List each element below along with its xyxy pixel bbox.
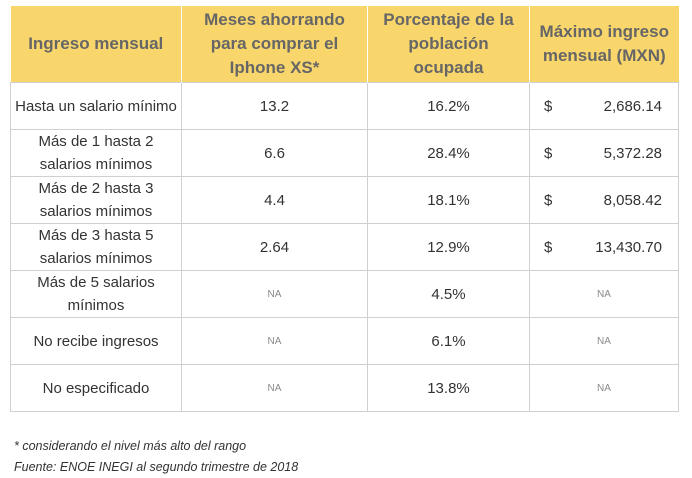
table-row: Más de 2 hasta 3 salarios mínimos 4.4 18… bbox=[10, 176, 679, 224]
maximo-value: 13,430.70 bbox=[595, 238, 662, 256]
cell-meses: 4.4 bbox=[181, 176, 368, 224]
cell-ingreso: Más de 5 salarios mínimos bbox=[10, 270, 182, 318]
maximo-value: 2,686.14 bbox=[603, 97, 662, 115]
currency-symbol: $ bbox=[544, 97, 553, 115]
header-ingreso-mensual: Ingreso mensual bbox=[10, 6, 182, 83]
table-row: No especificado NA 13.8% NA bbox=[10, 364, 679, 412]
cell-ingreso: No especificado bbox=[10, 364, 182, 412]
cell-ingreso: Más de 2 hasta 3 salarios mínimos bbox=[10, 176, 182, 224]
cell-meses: 2.64 bbox=[181, 223, 368, 271]
cell-meses: NA bbox=[181, 270, 368, 318]
currency-symbol: $ bbox=[544, 238, 553, 256]
footnote-asterisk: * considerando el nivel más alto del ran… bbox=[14, 439, 247, 453]
cell-maximo: $2,686.14 bbox=[529, 82, 679, 130]
cell-meses: NA bbox=[181, 364, 368, 412]
cell-meses: 13.2 bbox=[181, 82, 368, 130]
cell-porcentaje: 4.5% bbox=[367, 270, 530, 318]
cell-porcentaje: 13.8% bbox=[367, 364, 530, 412]
footnotes: * considerando el nivel más alto del ran… bbox=[14, 436, 298, 478]
cell-meses: 6.6 bbox=[181, 129, 368, 177]
source-note: Fuente: ENOE INEGI al segundo trimestre … bbox=[14, 460, 299, 474]
maximo-value: 5,372.28 bbox=[603, 144, 662, 162]
header-porcentaje-poblacion: Porcentaje de la población ocupada bbox=[367, 6, 530, 83]
cell-porcentaje: 16.2% bbox=[367, 82, 530, 130]
table-row: Más de 1 hasta 2 salarios mínimos 6.6 28… bbox=[10, 129, 679, 177]
table-row: No recibe ingresos NA 6.1% NA bbox=[10, 317, 679, 365]
cell-ingreso: Más de 1 hasta 2 salarios mínimos bbox=[10, 129, 182, 177]
table-header: Ingreso mensual Meses ahorrando para com… bbox=[10, 6, 679, 83]
cell-maximo: NA bbox=[529, 364, 679, 412]
cell-ingreso: Hasta un salario mínimo bbox=[10, 82, 182, 130]
header-meses-ahorrando: Meses ahorrando para comprar el Iphone X… bbox=[181, 6, 368, 83]
table-row: Más de 3 hasta 5 salarios mínimos 2.64 1… bbox=[10, 223, 679, 271]
cell-maximo: $13,430.70 bbox=[529, 223, 679, 271]
cell-meses: NA bbox=[181, 317, 368, 365]
header-maximo-ingreso: Máximo ingreso mensual (MXN) bbox=[529, 6, 679, 83]
currency-symbol: $ bbox=[544, 191, 553, 209]
table-row: Hasta un salario mínimo 13.2 16.2% $2,68… bbox=[10, 82, 679, 130]
cell-porcentaje: 12.9% bbox=[367, 223, 530, 271]
cell-maximo: $8,058.42 bbox=[529, 176, 679, 224]
income-table: Ingreso mensual Meses ahorrando para com… bbox=[10, 6, 679, 412]
cell-porcentaje: 6.1% bbox=[367, 317, 530, 365]
cell-ingreso: No recibe ingresos bbox=[10, 317, 182, 365]
currency-symbol: $ bbox=[544, 144, 553, 162]
cell-ingreso: Más de 3 hasta 5 salarios mínimos bbox=[10, 223, 182, 271]
cell-porcentaje: 28.4% bbox=[367, 129, 530, 177]
cell-maximo: NA bbox=[529, 270, 679, 318]
table-row: Más de 5 salarios mínimos NA 4.5% NA bbox=[10, 270, 679, 318]
maximo-value: 8,058.42 bbox=[603, 191, 662, 209]
income-table-container: Ingreso mensual Meses ahorrando para com… bbox=[10, 6, 679, 412]
table-body: Hasta un salario mínimo 13.2 16.2% $2,68… bbox=[10, 82, 679, 412]
cell-maximo: NA bbox=[529, 317, 679, 365]
cell-maximo: $5,372.28 bbox=[529, 129, 679, 177]
cell-porcentaje: 18.1% bbox=[367, 176, 530, 224]
